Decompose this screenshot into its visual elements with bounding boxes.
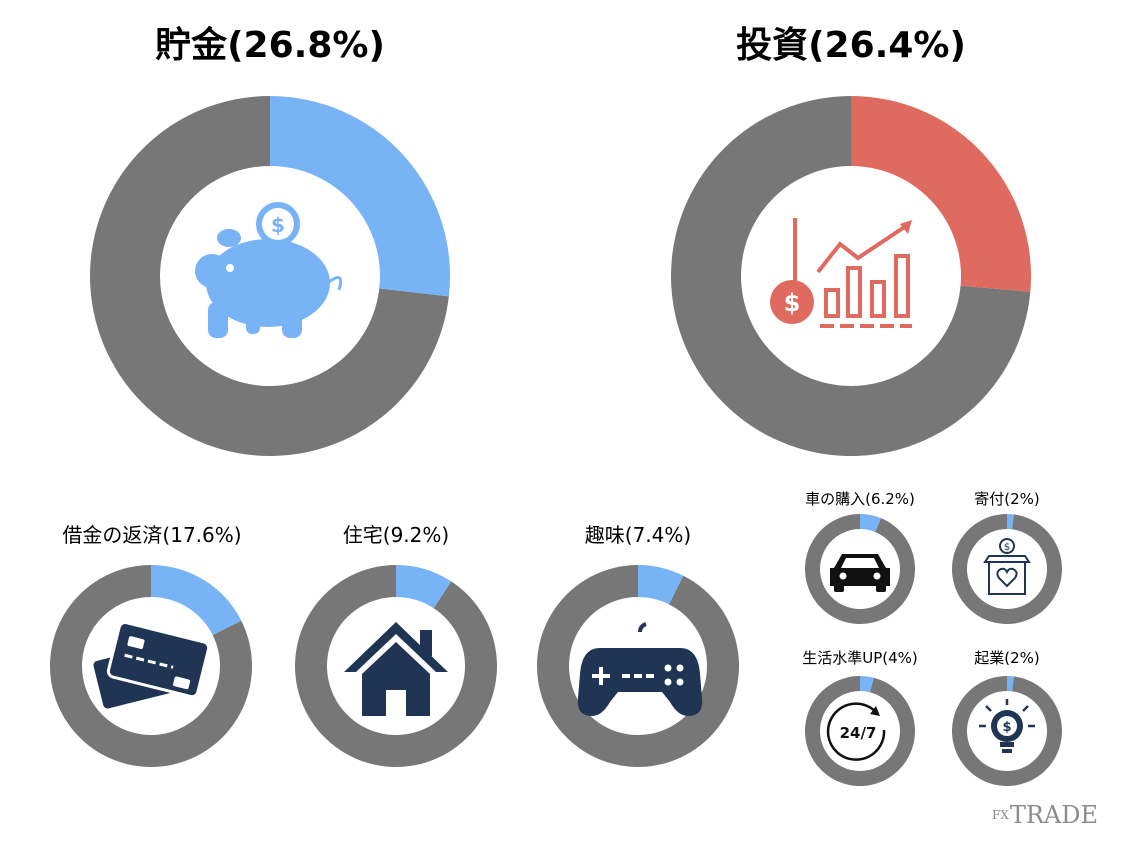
fxtrade-logo: FXTRADE <box>992 801 1098 829</box>
car-icon <box>830 554 890 592</box>
donut-ring <box>671 96 1031 457</box>
donut-remainder-slice <box>90 96 449 456</box>
donut-value-slice <box>270 96 451 297</box>
clock-24-7-icon: 24/7 <box>826 702 886 761</box>
donut-remainder-slice <box>536 565 739 767</box>
donut-ring <box>951 514 1062 624</box>
title-startup: 起業(2%) <box>974 649 1040 667</box>
donut-ring <box>951 676 1062 786</box>
donut-value-slice <box>860 514 881 532</box>
donut-value-slice <box>396 565 452 609</box>
title-living-standard: 生活水準UP(4%) <box>802 649 918 667</box>
svg-text:$: $ <box>1002 720 1011 735</box>
donut-living-standard: 生活水準UP(4%) 24/7 <box>802 649 918 786</box>
investment-chart-icon: $ <box>770 218 912 328</box>
donut-ring <box>50 565 253 767</box>
logo-fx-text: FX <box>991 808 1009 822</box>
svg-text:$: $ <box>271 213 285 237</box>
donut-value-slice <box>151 565 242 636</box>
donut-value-slice <box>851 96 1031 292</box>
donut-ring <box>804 514 915 624</box>
svg-text:$: $ <box>1004 542 1010 553</box>
title-savings: 貯金(26.8%) <box>155 24 385 66</box>
donut-ring <box>536 565 739 767</box>
title-car-purchase: 車の購入(6.2%) <box>805 490 915 508</box>
donut-donation: 寄付(2%) $ <box>951 490 1062 624</box>
house-icon <box>344 622 448 716</box>
donation-box-icon: $ <box>983 538 1031 595</box>
donut-housing: 住宅(9.2%) <box>295 523 498 767</box>
donut-ring <box>805 676 916 786</box>
title-donation: 寄付(2%) <box>974 490 1040 508</box>
donut-hobby: 趣味(7.4%) <box>536 523 739 767</box>
idea-bulb-icon: $ <box>979 699 1035 753</box>
donut-ring <box>295 565 498 767</box>
donut-value-slice <box>1007 676 1014 692</box>
title-hobby: 趣味(7.4%) <box>585 523 691 547</box>
donut-ring <box>90 96 451 456</box>
donut-remainder-slice <box>951 514 1062 624</box>
credit-card-icon <box>90 621 211 712</box>
title-investment: 投資(26.4%) <box>736 25 966 66</box>
donut-debt-repayment: 借金の返済(17.6%) <box>50 523 253 767</box>
donut-startup: 起業(2%) $ <box>951 649 1062 786</box>
title-debt-repayment: 借金の返済(17.6%) <box>62 523 241 547</box>
donut-remainder-slice <box>50 565 253 767</box>
donut-savings: 貯金(26.8%) $ <box>90 24 451 456</box>
donut-value-slice <box>860 676 874 693</box>
logo-trade-text: TRADE <box>1009 801 1098 829</box>
title-housing: 住宅(9.2%) <box>343 523 449 547</box>
clock-24-7-text: 24/7 <box>840 724 877 742</box>
donut-investment: 投資(26.4%) $ <box>671 25 1031 457</box>
donut-remainder-slice <box>295 565 498 767</box>
svg-text:$: $ <box>784 289 801 317</box>
donut-car-purchase: 車の購入(6.2%) <box>804 490 915 624</box>
donut-value-slice <box>638 565 684 605</box>
game-controller-icon <box>577 622 703 716</box>
donut-remainder-slice <box>671 96 1031 457</box>
donut-value-slice <box>1007 514 1014 530</box>
piggy-bank-icon: $ <box>195 202 343 338</box>
